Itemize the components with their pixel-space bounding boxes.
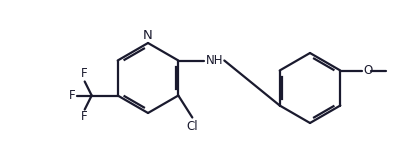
Text: Cl: Cl	[186, 120, 198, 132]
Text: F: F	[69, 89, 76, 102]
Text: F: F	[80, 111, 87, 123]
Text: F: F	[80, 68, 87, 81]
Text: O: O	[362, 64, 372, 77]
Text: N: N	[143, 29, 153, 42]
Text: NH: NH	[206, 54, 223, 67]
